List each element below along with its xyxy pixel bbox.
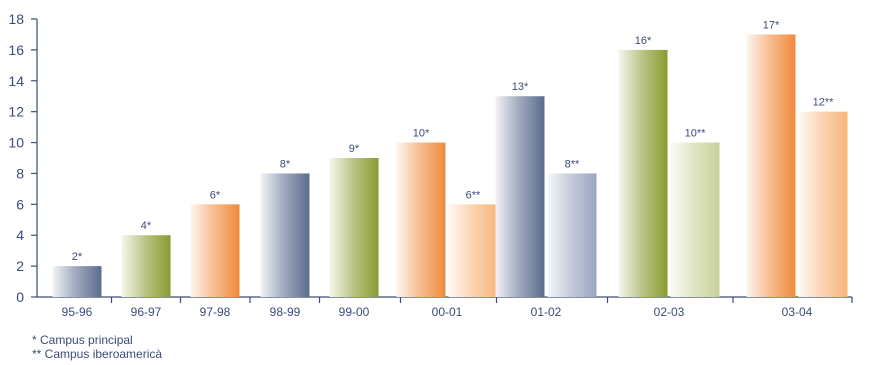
y-tick-label: 18 (8, 11, 24, 27)
bar (260, 173, 310, 297)
bar (52, 266, 102, 297)
bar-data-label: 16* (635, 35, 652, 47)
footnotes: * Campus principal ** Campus iberoameric… (32, 333, 162, 361)
bar-data-label: 4* (141, 220, 152, 232)
x-tick-label: 99-00 (339, 305, 370, 319)
x-tick-label: 95-96 (62, 305, 93, 319)
y-tick-label: 4 (16, 227, 24, 243)
x-tick-label: 98-99 (270, 305, 301, 319)
bar-data-label: 12** (813, 97, 835, 109)
bar (329, 158, 379, 297)
chart-axes: 0 2 4 6 8 10 12 14 16 18 (8, 11, 853, 305)
bar-data-label: 6** (466, 189, 481, 201)
chart-bars (52, 34, 848, 298)
y-tick-label: 16 (8, 42, 24, 58)
bar-data-label: 9* (349, 143, 360, 155)
y-tick-label: 6 (16, 196, 24, 212)
bar (670, 142, 720, 297)
bar (618, 49, 668, 298)
bar-chart: 0 2 4 6 8 10 12 14 16 18 95-96 96-97 97-98 98-99 99-0… (8, 11, 853, 319)
y-tick-label: 8 (16, 165, 24, 181)
y-tick-label: 12 (8, 104, 24, 120)
y-tick-label: 2 (16, 258, 24, 274)
bar-data-label: 2* (72, 251, 83, 263)
x-tick-label: 96-97 (131, 305, 162, 319)
bar-data-label: 17* (763, 19, 780, 31)
bar (190, 204, 240, 297)
bar (798, 111, 848, 298)
bar-data-label: 10** (685, 128, 707, 140)
chart-labels: 95-96 96-97 97-98 98-99 99-00 00-01 01-02 02-03… (62, 19, 834, 319)
bar (547, 173, 597, 297)
bar (448, 204, 498, 297)
bar (495, 96, 545, 297)
y-tick-label: 10 (8, 135, 24, 151)
footnote-campus-iberoamerica: ** Campus iberoamericà (32, 347, 163, 361)
x-tick-label: 00-01 (432, 305, 463, 319)
bar (396, 142, 446, 297)
x-tick-label: 02-03 (654, 305, 685, 319)
y-tick-label: 14 (8, 73, 24, 89)
bar-data-label: 6* (210, 189, 221, 201)
y-tick-label: 0 (16, 289, 24, 305)
bar (121, 235, 171, 297)
bar-data-label: 13* (512, 81, 529, 93)
bar-data-label: 10* (413, 128, 430, 140)
x-tick-label: 97-98 (200, 305, 231, 319)
bar-data-label: 8** (565, 158, 580, 170)
bar (746, 34, 796, 297)
x-tick-label: 01-02 (531, 305, 562, 319)
bar-data-label: 8* (280, 158, 291, 170)
footnote-campus-principal: * Campus principal (32, 333, 133, 347)
x-tick-label: 03-04 (782, 305, 813, 319)
